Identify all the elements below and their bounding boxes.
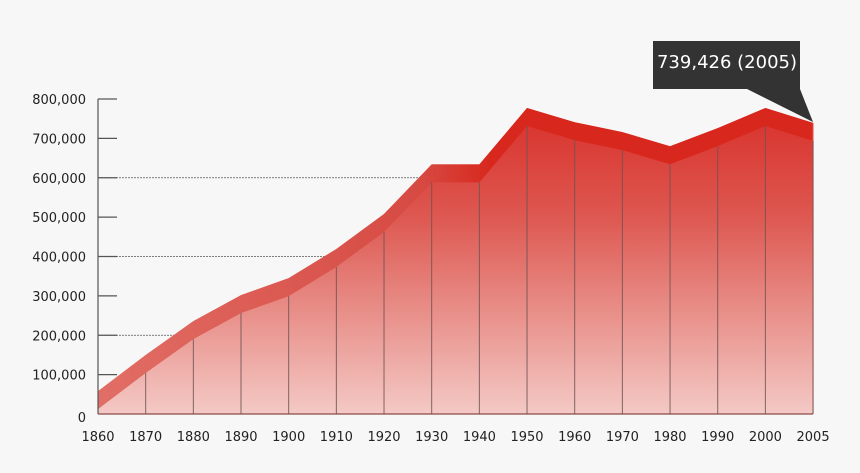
x-tick-label: 1960 [558, 430, 591, 445]
area-fill [98, 108, 814, 415]
category-lines [97, 126, 814, 414]
y-tick-label: 500,000 [32, 211, 86, 226]
y-tick-label: 0 [78, 411, 86, 426]
y-tick-label: 400,000 [32, 251, 86, 266]
y-tick-label: 800,000 [32, 93, 86, 108]
x-tick-label: 1940 [463, 430, 496, 445]
x-tick-label: 1970 [606, 430, 639, 445]
x-tick-label: 1950 [510, 430, 543, 445]
x-tick-label: 1930 [415, 430, 448, 445]
area-layer [98, 108, 814, 415]
tooltip-box [653, 41, 813, 122]
x-tick-label: 1870 [129, 430, 162, 445]
axes: 0 100,000 200,000 300,000 400,000 500,000 600,… [32, 93, 829, 445]
x-tick-label: 1880 [177, 430, 210, 445]
area-top-band [98, 108, 814, 410]
x-tick-label: 1900 [272, 430, 305, 445]
x-tick-label: 1990 [701, 430, 734, 445]
x-tick-label: 1860 [81, 430, 114, 445]
x-tick-label: 2000 [749, 430, 782, 445]
x-tick-label: 1980 [653, 430, 686, 445]
y-tick-label: 200,000 [32, 329, 86, 344]
x-tick-label: 1890 [224, 430, 257, 445]
y-tick-label: 600,000 [32, 172, 86, 187]
value-tooltip: 739,426 (2005) [653, 41, 813, 122]
x-tick-label: 1920 [367, 430, 400, 445]
y-tick-label: 100,000 [32, 369, 86, 384]
x-tick-label: 2005 [797, 430, 830, 445]
tooltip-text: 739,426 (2005) [657, 52, 797, 73]
x-tick-label: 1910 [320, 430, 353, 445]
y-tick-label: 300,000 [32, 290, 86, 305]
y-tick-label: 700,000 [32, 132, 86, 147]
